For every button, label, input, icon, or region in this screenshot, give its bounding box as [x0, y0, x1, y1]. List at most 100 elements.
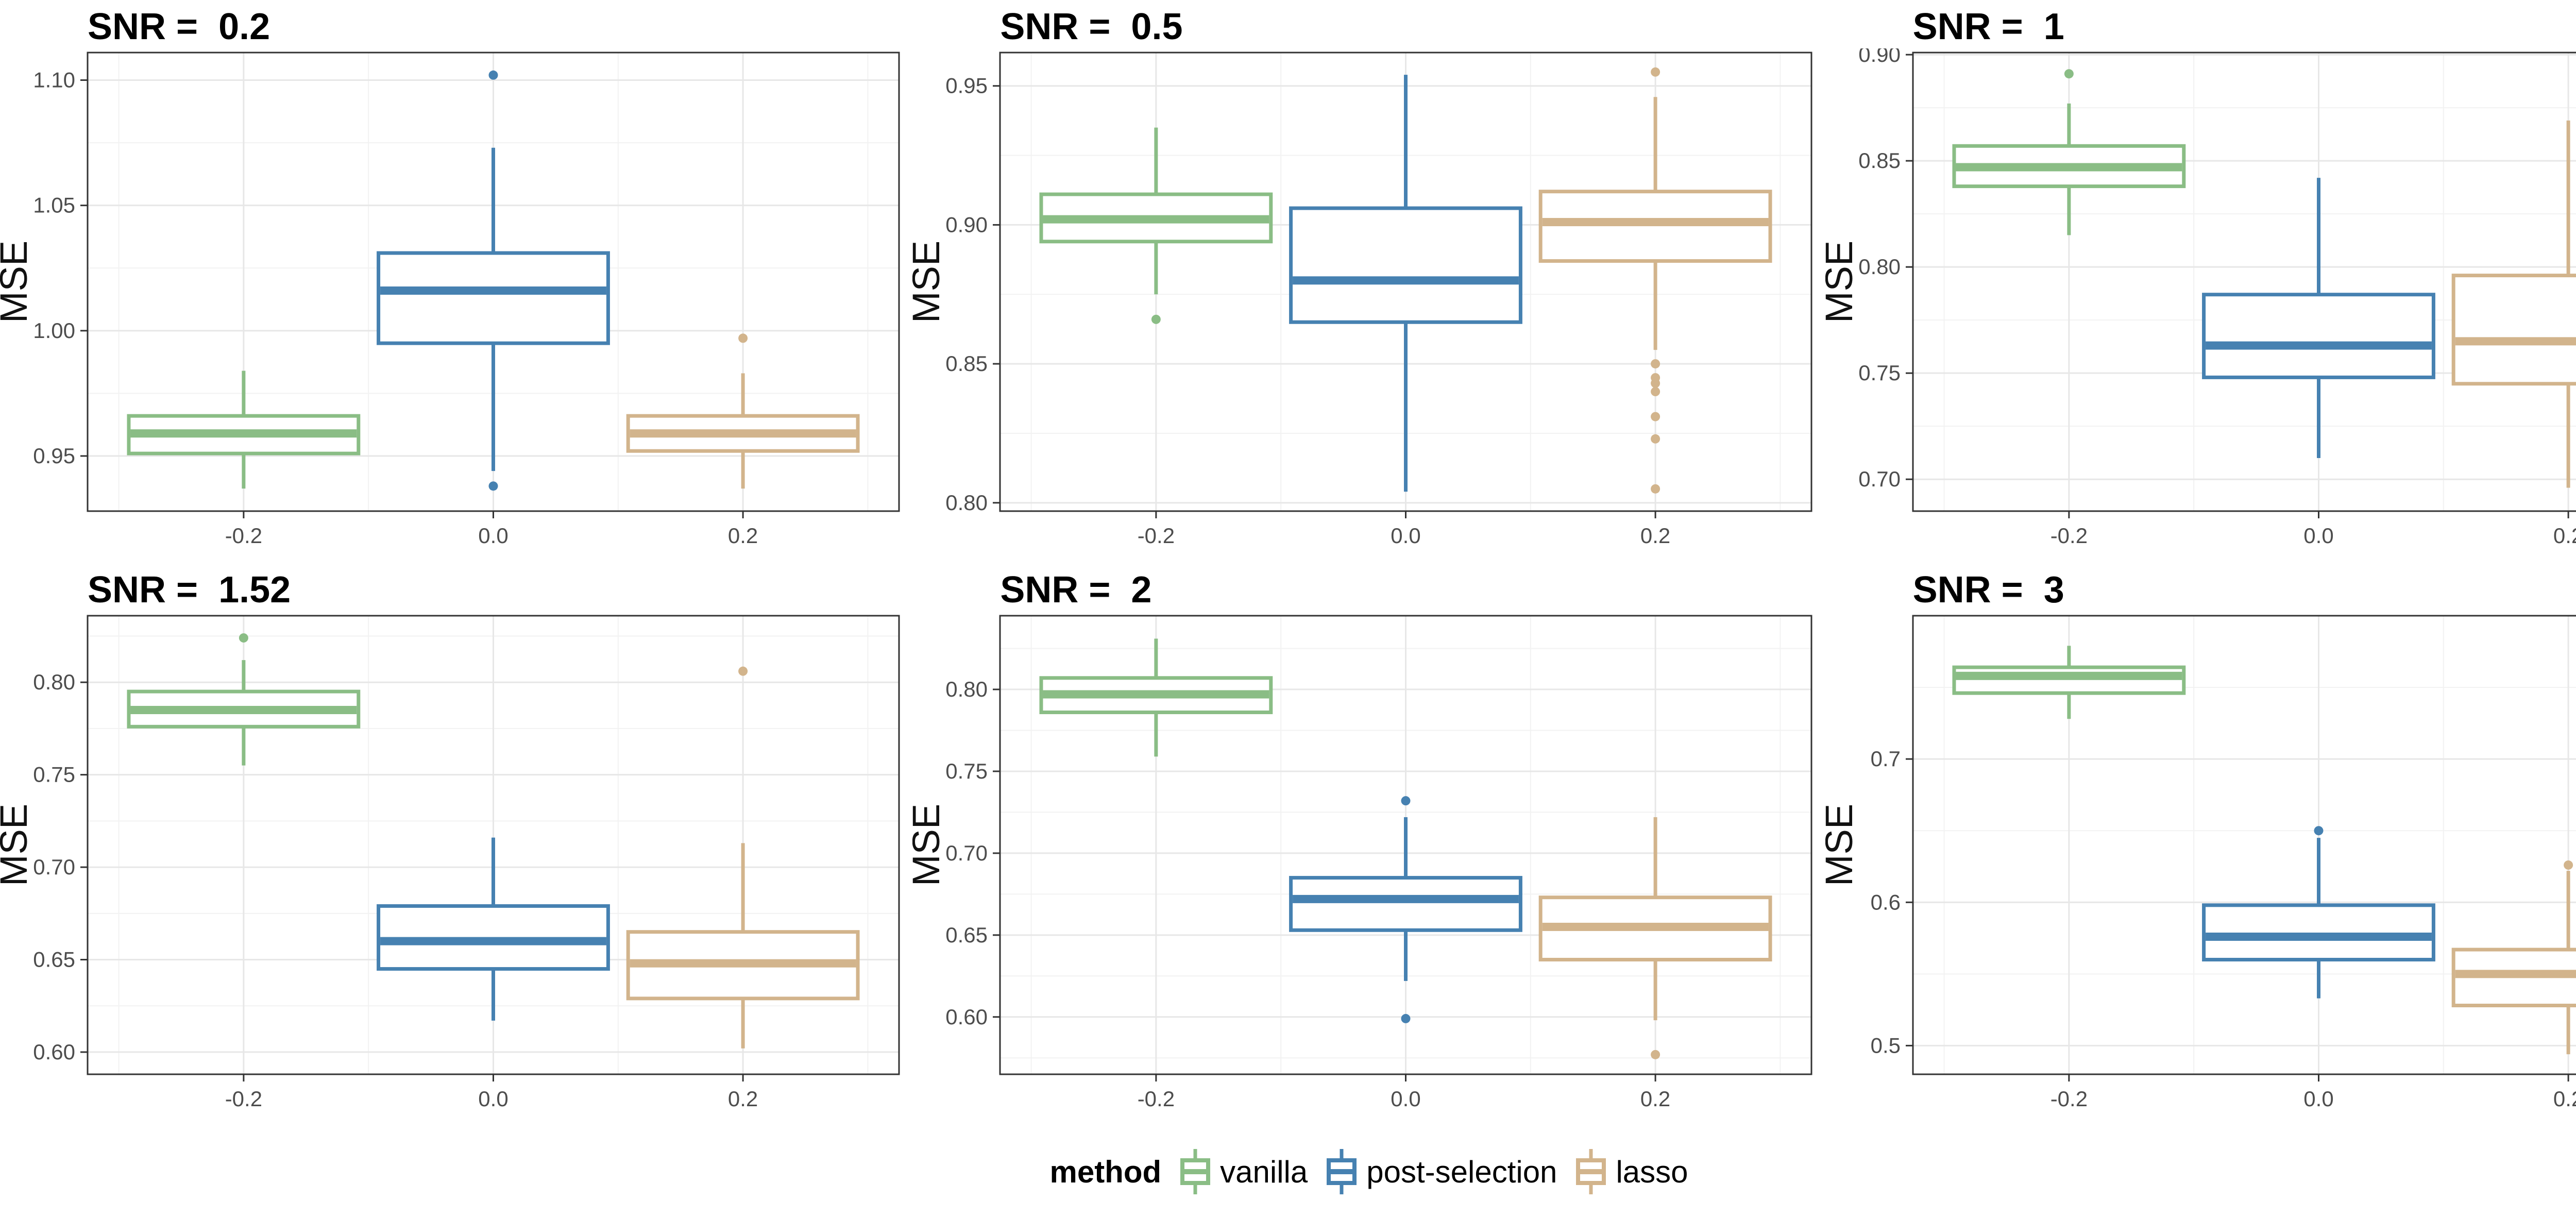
boxplot-vanilla — [127, 370, 361, 489]
box — [1289, 206, 1523, 324]
median-line — [1543, 218, 1769, 227]
panel-grid: SNR = 0.2 0.95 1.00 1.05 1.10 -0.2 0.0 0.2 MSE … — [0, 0, 2576, 1126]
x-tick-label: -0.2 — [225, 1087, 262, 1111]
outlier-point — [1651, 67, 1660, 77]
outlier-point — [2314, 826, 2324, 836]
y-tick-label: 0.85 — [946, 351, 988, 376]
x-tick-label: -0.2 — [1138, 523, 1175, 548]
boxplot-plot: 0.5 0.6 0.7 -0.2 0.0 0.2 MSE — [1825, 615, 2576, 1111]
outlier-point — [1651, 412, 1660, 421]
legend: method vanilla post-selection lasso — [0, 1126, 2576, 1217]
outlier-point — [738, 666, 748, 676]
boxplot-post-selection — [377, 70, 610, 491]
y-tick-label: 0.75 — [33, 763, 75, 787]
x-tick-label: -0.2 — [2050, 1087, 2087, 1111]
outlier-point — [1651, 484, 1660, 494]
box — [1289, 876, 1523, 932]
outlier-point — [1401, 1013, 1411, 1023]
x-tick-label: 0.2 — [1640, 523, 1670, 548]
x-tick-label: 0.2 — [728, 1087, 758, 1111]
boxplot-post-selection — [377, 837, 610, 1021]
median-line — [1043, 690, 1269, 699]
panel-snr-0.5: SNR = 0.5 0.80 0.85 0.90 0.95 -0.2 0.0 0.2 MSE — [912, 0, 1825, 563]
box — [2451, 274, 2576, 386]
y-tick-label: 0.6 — [1870, 890, 1900, 914]
x-tick-label: 0.2 — [2553, 523, 2576, 548]
panel-title: SNR = 3 — [1912, 569, 2064, 611]
outlier-point — [488, 70, 498, 80]
box — [377, 251, 610, 345]
x-tick-label: 0.2 — [1640, 1087, 1670, 1111]
x-tick-label: 0.0 — [1391, 523, 1421, 548]
panel-snr-2: SNR = 2 0.60 0.65 0.70 0.75 0.80 -0.2 0.0 0.2 MS… — [912, 563, 1825, 1126]
box — [1952, 665, 2185, 695]
x-tick-label: 0.0 — [478, 523, 508, 548]
x-tick-label: 0.2 — [2553, 1087, 2576, 1111]
boxplot-lasso — [1539, 817, 1772, 1059]
legend-label: post-selection — [1366, 1154, 1557, 1189]
y-tick-label: 0.70 — [33, 855, 75, 879]
median-line — [1293, 894, 1519, 903]
median-line — [630, 429, 856, 438]
boxplot-lasso — [626, 333, 860, 489]
y-tick-label: 0.60 — [33, 1040, 75, 1064]
key-median — [1331, 1169, 1353, 1174]
panel-title: SNR = 2 — [1000, 569, 1152, 611]
boxplot-vanilla — [1952, 646, 2185, 719]
y-tick-label: 0.70 — [1858, 467, 1901, 491]
legend-title: method — [1049, 1154, 1162, 1189]
y-axis-title: MSE — [912, 241, 947, 323]
boxplot-post-selection — [1289, 796, 1523, 1023]
y-tick-label: 1.10 — [33, 67, 75, 92]
y-tick-label: 0.80 — [946, 491, 988, 515]
boxplot-lasso — [1539, 67, 1772, 494]
median-line — [1043, 215, 1269, 224]
outlier-point — [2563, 860, 2573, 870]
outlier-point — [1651, 359, 1660, 369]
legend-label: lasso — [1616, 1154, 1688, 1189]
y-tick-label: 0.7 — [1870, 747, 1900, 771]
panel-title: SNR = 1 — [1912, 6, 2064, 47]
outlier-point — [1151, 314, 1161, 324]
median-line — [2455, 970, 2576, 978]
y-tick-label: 0.65 — [946, 923, 988, 947]
outlier-point — [2064, 69, 2074, 79]
box — [2201, 293, 2435, 379]
legend-item-lasso: lasso — [1574, 1147, 1688, 1196]
y-tick-label: 0.80 — [1858, 255, 1901, 279]
y-tick-label: 0.75 — [946, 759, 988, 783]
y-tick-label: 0.65 — [33, 948, 75, 972]
panel-title: SNR = 0.2 — [88, 6, 270, 47]
median-line — [380, 937, 606, 945]
boxplot-key-icon — [1576, 1149, 1606, 1194]
boxplot-key-icon — [1327, 1149, 1357, 1194]
boxplot-lasso — [626, 666, 860, 1049]
x-tick-label: 0.0 — [1391, 1087, 1421, 1111]
key-median — [1580, 1169, 1602, 1174]
y-axis-title: MSE — [1825, 241, 1860, 323]
legend-item-vanilla: vanilla — [1179, 1147, 1308, 1196]
x-tick-label: 0.0 — [2303, 523, 2333, 548]
median-line — [630, 959, 856, 968]
outlier-point — [1651, 378, 1660, 388]
x-tick-label: -0.2 — [1138, 1087, 1175, 1111]
y-axis-title: MSE — [0, 241, 35, 323]
boxplot-key-icon — [1180, 1149, 1211, 1194]
outlier-point — [1401, 796, 1411, 806]
boxplot-plot: 0.80 0.85 0.90 0.95 -0.2 0.0 0.2 MSE — [912, 52, 1812, 548]
x-tick-label: -0.2 — [225, 523, 262, 548]
boxplot-lasso — [2451, 860, 2576, 1055]
panel-title: SNR = 1.52 — [88, 569, 291, 611]
outlier-point — [1651, 387, 1660, 397]
y-tick-label: 0.70 — [946, 841, 988, 865]
y-tick-label: 0.80 — [946, 677, 988, 701]
boxplot-vanilla — [1039, 127, 1273, 324]
outlier-point — [1651, 1050, 1660, 1059]
boxplot-vanilla — [1952, 69, 2185, 235]
boxplot-plot: 0.95 1.00 1.05 1.10 -0.2 0.0 0.2 MSE — [0, 52, 900, 548]
panel-snr-0.2: SNR = 0.2 0.95 1.00 1.05 1.10 -0.2 0.0 0.2 MSE — [0, 0, 912, 563]
y-tick-label: 0.75 — [1858, 361, 1901, 385]
median-line — [1956, 163, 2182, 172]
x-tick-label: -0.2 — [2050, 523, 2087, 548]
